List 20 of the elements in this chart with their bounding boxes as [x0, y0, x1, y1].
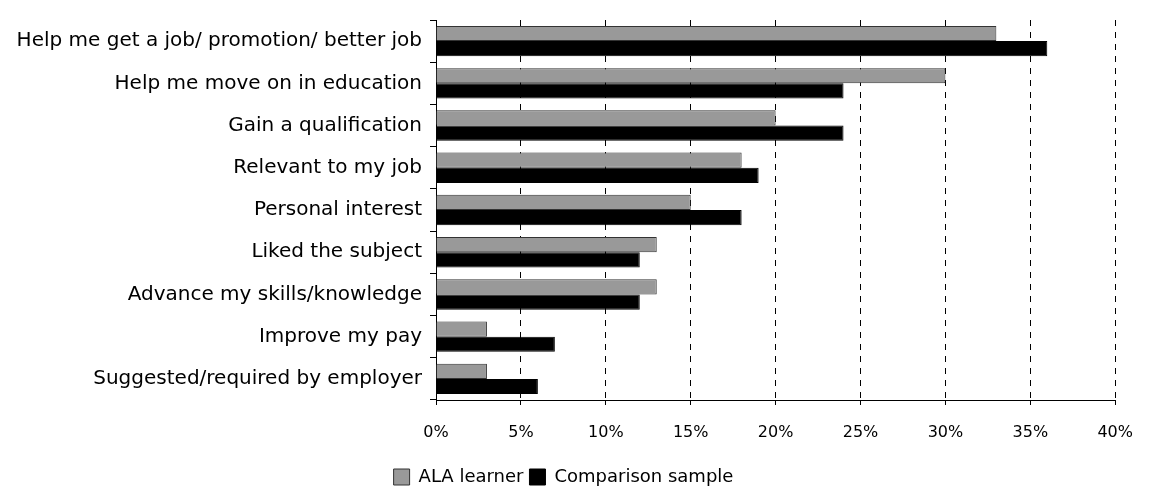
- y-tick-label: Help me get a job/ promotion/ better job: [16, 27, 422, 52]
- y-tick-label: Gain a qualification: [228, 111, 422, 136]
- y-tick-label: Advance my skills/knowledge: [127, 280, 422, 305]
- y-tick-label: Help me move on in education: [114, 69, 422, 94]
- x-tick-label: 35%: [1012, 421, 1049, 441]
- x-tick-label: 5%: [508, 421, 534, 441]
- legend-label: ALA learner: [418, 464, 525, 486]
- x-tick-label: 10%: [588, 421, 624, 441]
- x-tick-label: 0%: [423, 421, 449, 441]
- legend-label: Comparison sample: [554, 464, 734, 486]
- y-tick-label: Liked the subject: [251, 238, 423, 263]
- x-tick-label: 25%: [842, 421, 879, 441]
- x-tick-label: 15%: [672, 421, 709, 441]
- y-tick-label: Personal interest: [253, 196, 423, 221]
- x-tick-label: 40%: [1097, 421, 1133, 441]
- y-tick-label: Suggested/required by employer: [93, 365, 423, 390]
- y-tick-label: Improve my pay: [258, 322, 423, 347]
- x-tick-label: 30%: [927, 421, 964, 441]
- x-tick-label: 20%: [757, 421, 794, 441]
- y-tick-label: Relevant to my job: [233, 153, 422, 178]
